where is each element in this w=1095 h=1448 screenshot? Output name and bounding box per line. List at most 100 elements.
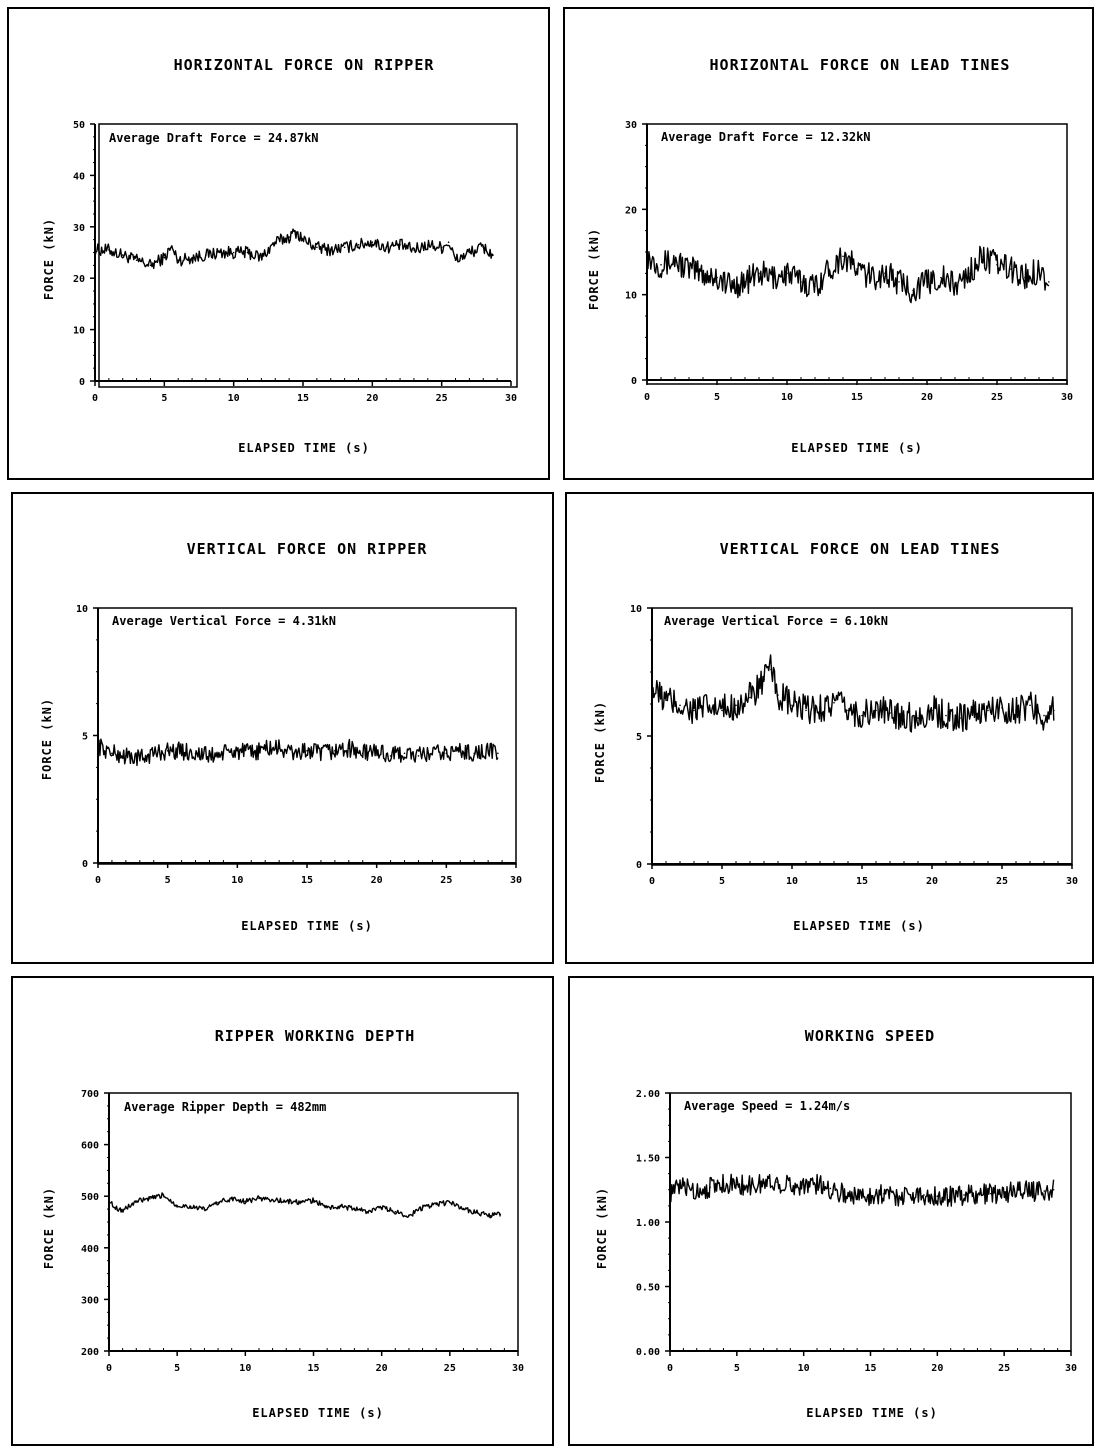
x-axis-label: ELAPSED TIME (s) — [238, 441, 370, 455]
chart-panel-working-speed: WORKING SPEED Average Speed = 1.24m/s 0.… — [568, 976, 1094, 1446]
data-point — [976, 1194, 979, 1196]
data-point — [292, 752, 294, 755]
data-point — [931, 709, 933, 712]
annotation-text: Average Vertical Force = 6.10kN — [664, 614, 888, 628]
series-line — [669, 1173, 1055, 1207]
y-axis-label: FORCE (kN) — [40, 698, 54, 780]
data-point — [339, 1205, 342, 1208]
y-tick-label: 500 — [81, 1192, 99, 1203]
x-tick-label: 0 — [649, 876, 655, 887]
data-point — [473, 752, 476, 755]
data-point — [166, 750, 169, 752]
series-group — [97, 738, 499, 767]
data-point — [367, 1210, 369, 1213]
data-point — [1038, 268, 1040, 270]
y-axis: 200 300 400 500 600 700 — [81, 1089, 110, 1358]
x-tick-label: 30 — [510, 875, 522, 886]
data-point — [651, 689, 653, 691]
data-point — [191, 256, 193, 259]
data-point — [861, 714, 863, 717]
data-point — [665, 699, 667, 701]
data-point — [295, 231, 297, 233]
x-axis: 0 5 10 15 20 25 30 — [92, 378, 517, 404]
data-point — [489, 1215, 492, 1217]
data-point — [334, 750, 336, 752]
data-point — [194, 752, 197, 755]
data-point — [361, 752, 364, 755]
data-point — [847, 709, 849, 712]
x-tick-label: 20 — [366, 393, 378, 404]
y-tick-label: 1.50 — [636, 1154, 660, 1165]
x-tick-label: 25 — [991, 392, 1003, 403]
data-point — [959, 717, 961, 719]
chart-svg-horizontal-force-lead-tines: HORIZONTAL FORCE ON LEAD TINES Average D… — [587, 56, 1073, 455]
data-point — [468, 251, 471, 254]
x-tick-label: 25 — [998, 1363, 1010, 1374]
data-point — [800, 281, 802, 283]
data-point — [149, 1197, 151, 1200]
annotation-text: Average Ripper Depth = 482mm — [124, 1100, 326, 1114]
data-point — [454, 259, 457, 262]
x-tick-label: 5 — [734, 1363, 740, 1374]
data-point — [121, 1209, 124, 1212]
x-axis-label: ELAPSED TIME (s) — [793, 919, 925, 933]
data-point — [274, 241, 277, 244]
data-point — [417, 755, 420, 757]
data-point — [375, 750, 378, 752]
y-tick-label: 600 — [81, 1141, 99, 1152]
x-axis: 0 5 10 15 20 25 30 — [667, 1348, 1077, 1374]
data-point — [285, 1200, 288, 1203]
data-point — [1048, 281, 1050, 283]
x-tick-label: 25 — [440, 875, 452, 886]
data-point — [326, 1206, 328, 1209]
data-point — [730, 285, 732, 287]
data-point — [203, 1208, 206, 1211]
y-tick-label: 2.00 — [636, 1089, 660, 1100]
y-tick-label: 10 — [630, 604, 642, 615]
annotation-box — [651, 607, 1073, 866]
data-point — [1053, 709, 1055, 712]
data-point — [682, 1185, 685, 1187]
x-tick-label: 10 — [228, 393, 240, 404]
x-tick-label: 5 — [174, 1363, 180, 1374]
data-point — [445, 752, 448, 755]
data-point — [1043, 714, 1045, 717]
annotation-box — [669, 1092, 1072, 1352]
x-tick-label: 5 — [161, 393, 167, 404]
data-point — [660, 264, 662, 266]
data-point — [1001, 707, 1003, 709]
x-tick-label: 30 — [1065, 1363, 1077, 1374]
x-tick-label: 20 — [376, 1363, 388, 1374]
data-point — [476, 1211, 478, 1214]
data-point — [833, 701, 835, 704]
series-line — [94, 228, 494, 270]
data-point — [883, 1192, 885, 1195]
data-point — [408, 1215, 410, 1217]
data-point — [357, 243, 360, 246]
data-point — [264, 747, 266, 750]
data-point — [762, 1182, 765, 1185]
data-point — [170, 246, 173, 249]
data-point — [190, 1205, 192, 1208]
data-point — [205, 254, 207, 256]
data-point — [776, 1181, 778, 1183]
data-point — [492, 254, 494, 256]
chart-panel-vertical-force-lead-tines: VERTICAL FORCE ON LEAD TINES Average Ver… — [565, 492, 1094, 964]
data-point — [945, 714, 947, 717]
y-tick-label: 200 — [81, 1347, 99, 1358]
data-point — [758, 272, 760, 275]
data-point — [217, 1201, 219, 1204]
x-axis: 0 5 10 15 20 25 30 — [644, 377, 1073, 403]
x-tick-label: 30 — [505, 393, 517, 404]
y-tick-label: 10 — [625, 291, 637, 302]
data-point — [963, 1194, 965, 1196]
data-point — [299, 1201, 301, 1204]
x-axis-label: ELAPSED TIME (s) — [791, 441, 923, 455]
x-tick-label: 15 — [307, 1363, 319, 1374]
data-point — [371, 241, 374, 244]
data-point — [302, 238, 304, 241]
data-point — [669, 1192, 671, 1195]
y-tick-label: 10 — [73, 326, 85, 337]
chart-title: WORKING SPEED — [805, 1027, 935, 1045]
data-point — [487, 750, 489, 752]
